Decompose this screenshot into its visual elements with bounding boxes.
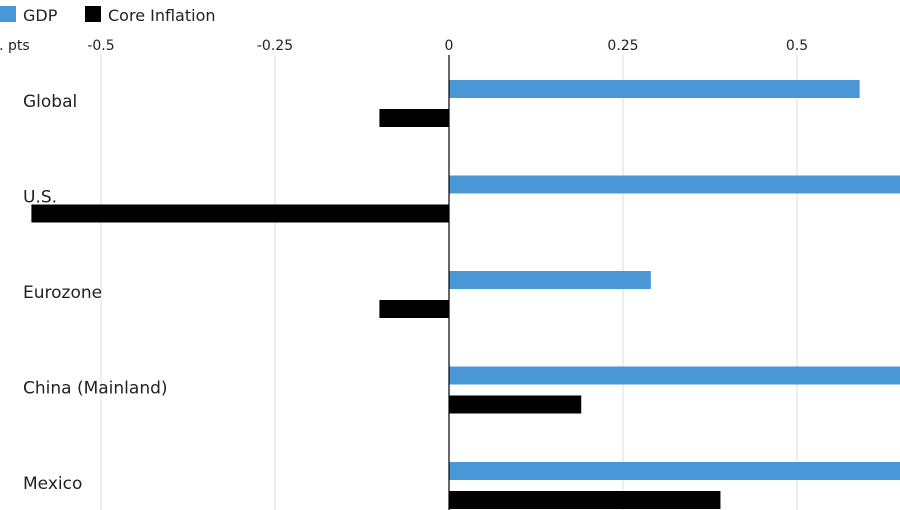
x-tick-label: -0.25 (257, 38, 293, 54)
legend-label: GDP (23, 6, 58, 25)
x-tick-label: 0.25 (607, 38, 638, 54)
gdp-bar (449, 366, 900, 385)
core-inflation-bar (379, 109, 449, 127)
x-tick-label: 0 (445, 38, 454, 54)
legend-swatch (0, 6, 16, 22)
gdp-bar (449, 271, 651, 289)
category-label: Global (23, 92, 77, 112)
category-label: Mexico (23, 474, 82, 494)
x-tick-label: 0.5 (786, 38, 808, 54)
category-label: U.S. (23, 188, 57, 208)
x-tick-label: -0.5 (87, 38, 114, 54)
core-inflation-bar (449, 491, 721, 509)
gdp-bar (449, 462, 900, 480)
category-label: China (Mainland) (23, 379, 168, 399)
category-labels: Global U.S. Eurozone China (Mainland) Mexico (23, 92, 168, 494)
bars (31, 80, 900, 509)
core-inflation-bar (449, 395, 582, 414)
core-inflation-bar (379, 300, 449, 318)
gdp-bar (449, 175, 900, 194)
core-inflation-bar (31, 204, 450, 223)
gdp-bar (449, 80, 860, 98)
legend-swatch (85, 6, 101, 22)
category-label: Eurozone (23, 283, 102, 303)
legend-label: Core Inflation (108, 6, 216, 25)
legend: GDP Core Inflation (0, 6, 216, 25)
x-tick-label: -0.75 pct. pts (0, 38, 30, 54)
